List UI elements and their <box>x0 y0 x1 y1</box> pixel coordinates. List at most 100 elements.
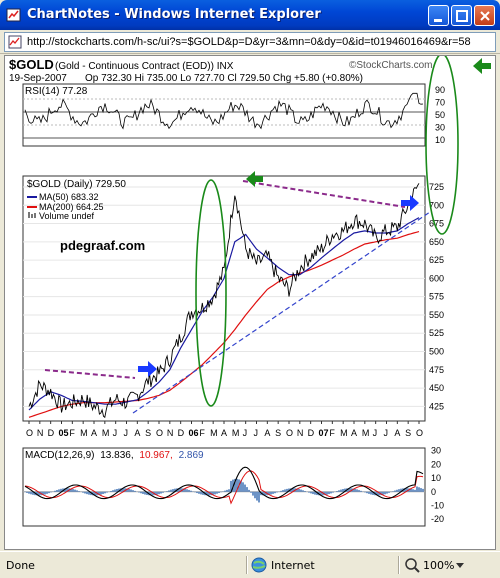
x-axis-label: M <box>210 428 218 438</box>
security-zone-text: Internet <box>271 559 315 572</box>
macd-histogram-bar <box>180 488 182 492</box>
peak-arrow-green <box>246 171 263 187</box>
x-axis-label: O <box>156 428 163 438</box>
price-tick-label: 450 <box>429 383 444 393</box>
macd-histogram-bar <box>112 490 114 492</box>
close-icon <box>480 11 490 21</box>
macd-histogram-bar <box>254 491 256 499</box>
macd-histogram-bar <box>178 488 180 492</box>
x-axis-label: N <box>297 428 304 438</box>
price-tick-label: 425 <box>429 401 444 411</box>
gold-price-line <box>28 183 420 419</box>
macd-histogram-bar <box>326 491 328 495</box>
macd-histogram-bar <box>104 491 106 494</box>
maximize-button[interactable] <box>451 5 472 26</box>
macd-histogram-bar <box>406 488 408 492</box>
macd-histogram-bar <box>86 491 88 495</box>
macd-histogram-bar <box>284 489 286 492</box>
macd-histogram-bar <box>134 490 136 492</box>
x-axis-label: D <box>308 428 315 438</box>
macd-histogram-bar <box>386 491 388 494</box>
macd-histogram-bar <box>78 491 80 492</box>
macd-histogram-bar <box>274 491 276 494</box>
price-tick-label: 600 <box>429 273 444 283</box>
chart-content: $GOLD (Gold - Continuous Contract (EOD))… <box>4 55 496 550</box>
title-bar: ChartNotes - Windows Internet Explorer <box>0 0 500 30</box>
rsi-label: RSI(14) 77.28 <box>25 86 88 97</box>
macd-value-2: 10.967, <box>139 450 172 461</box>
macd-histogram-bar <box>130 489 132 492</box>
macd-histogram-bar <box>310 491 312 494</box>
url-text[interactable]: http://stockcharts.com/h-sc/ui?s=$GOLD&p… <box>27 36 471 48</box>
macd-histogram-bar <box>44 491 46 495</box>
chevron-down-icon[interactable] <box>456 563 464 568</box>
x-axis-label: J <box>113 428 118 438</box>
macd-histogram-bar <box>384 491 386 495</box>
macd-histogram-bar <box>132 490 134 492</box>
x-axis-label: M <box>362 428 370 438</box>
macd-histogram-bar <box>304 491 306 492</box>
macd-histogram-bar <box>218 491 220 493</box>
macd-histogram-bar <box>276 491 278 493</box>
legend-ma200: MA(200) 664.25 <box>39 202 104 212</box>
macd-histogram-bar <box>162 491 164 493</box>
window-title: ChartNotes - Windows Internet Explorer <box>27 7 321 22</box>
macd-histogram-bar <box>150 491 152 496</box>
macd-tick-label: 30 <box>431 446 441 456</box>
macd-histogram-bar <box>28 491 30 494</box>
breakout-arrow-2 <box>401 195 419 211</box>
macd-histogram-bar <box>338 490 340 492</box>
macd-histogram-bar <box>328 491 330 495</box>
macd-histogram-bar <box>282 490 284 492</box>
macd-histogram-bar <box>356 489 358 492</box>
macd-histogram-bar <box>74 489 76 492</box>
macd-histogram-bar <box>270 491 272 495</box>
zoom-level[interactable]: 100% <box>423 559 455 572</box>
rsi-panel: RSI(14) 77.28 90 70 50 30 10 <box>22 83 445 147</box>
macd-histogram-bar <box>292 488 294 492</box>
macd-histogram-bar <box>128 488 130 492</box>
macd-histogram-bar <box>330 491 332 494</box>
macd-histogram-bar <box>272 491 274 494</box>
macd-histogram-bar <box>250 491 252 493</box>
macd-histogram-bar <box>214 491 216 495</box>
macd-histogram <box>24 478 424 503</box>
minimize-button[interactable] <box>428 5 449 26</box>
price-tick-label: 500 <box>429 347 444 357</box>
close-button[interactable] <box>474 5 495 26</box>
macd-histogram-bar <box>280 490 282 492</box>
macd-histogram-bar <box>348 488 350 492</box>
rsi-tick-label: 70 <box>435 98 445 108</box>
x-axis-label: N <box>167 428 174 438</box>
x-axis-label: 06 <box>189 428 199 438</box>
macd-histogram-bar <box>122 488 124 492</box>
zoom-icon[interactable] <box>404 557 420 573</box>
macd-histogram-bar <box>400 488 402 492</box>
macd-histogram-bar <box>196 491 198 494</box>
macd-histogram-bar <box>160 491 162 494</box>
price-panel-frame <box>22 175 426 422</box>
macd-histogram-bar <box>340 489 342 492</box>
macd-tick-label: 20 <box>431 459 441 469</box>
macd-histogram-bar <box>332 491 334 493</box>
x-axis-label: F <box>69 428 75 438</box>
macd-histogram-bar <box>410 488 412 492</box>
x-axis-label: M <box>102 428 110 438</box>
address-field[interactable]: http://stockcharts.com/h-sc/ui?s=$GOLD&p… <box>4 32 496 52</box>
macd-histogram-bar <box>316 491 318 496</box>
macd-histogram-bar <box>302 490 304 492</box>
legend-volume-swatch <box>28 212 30 218</box>
rsi-axis-ticks: 90 70 50 30 10 <box>435 85 445 145</box>
macd-histogram-bar <box>100 491 102 495</box>
macd-histogram-bar <box>354 488 356 492</box>
status-text: Done <box>6 559 35 572</box>
macd-histogram-bar <box>94 491 96 496</box>
macd-histogram-bar <box>396 489 398 492</box>
x-axis-label: J <box>254 428 259 438</box>
macd-histogram-bar <box>106 491 108 493</box>
maximize-icon <box>456 10 468 22</box>
macd-histogram-bar <box>234 478 236 492</box>
macd-histogram-bar <box>230 480 232 492</box>
rsi-tick-label: 30 <box>435 122 445 132</box>
macd-histogram-bar <box>168 490 170 492</box>
